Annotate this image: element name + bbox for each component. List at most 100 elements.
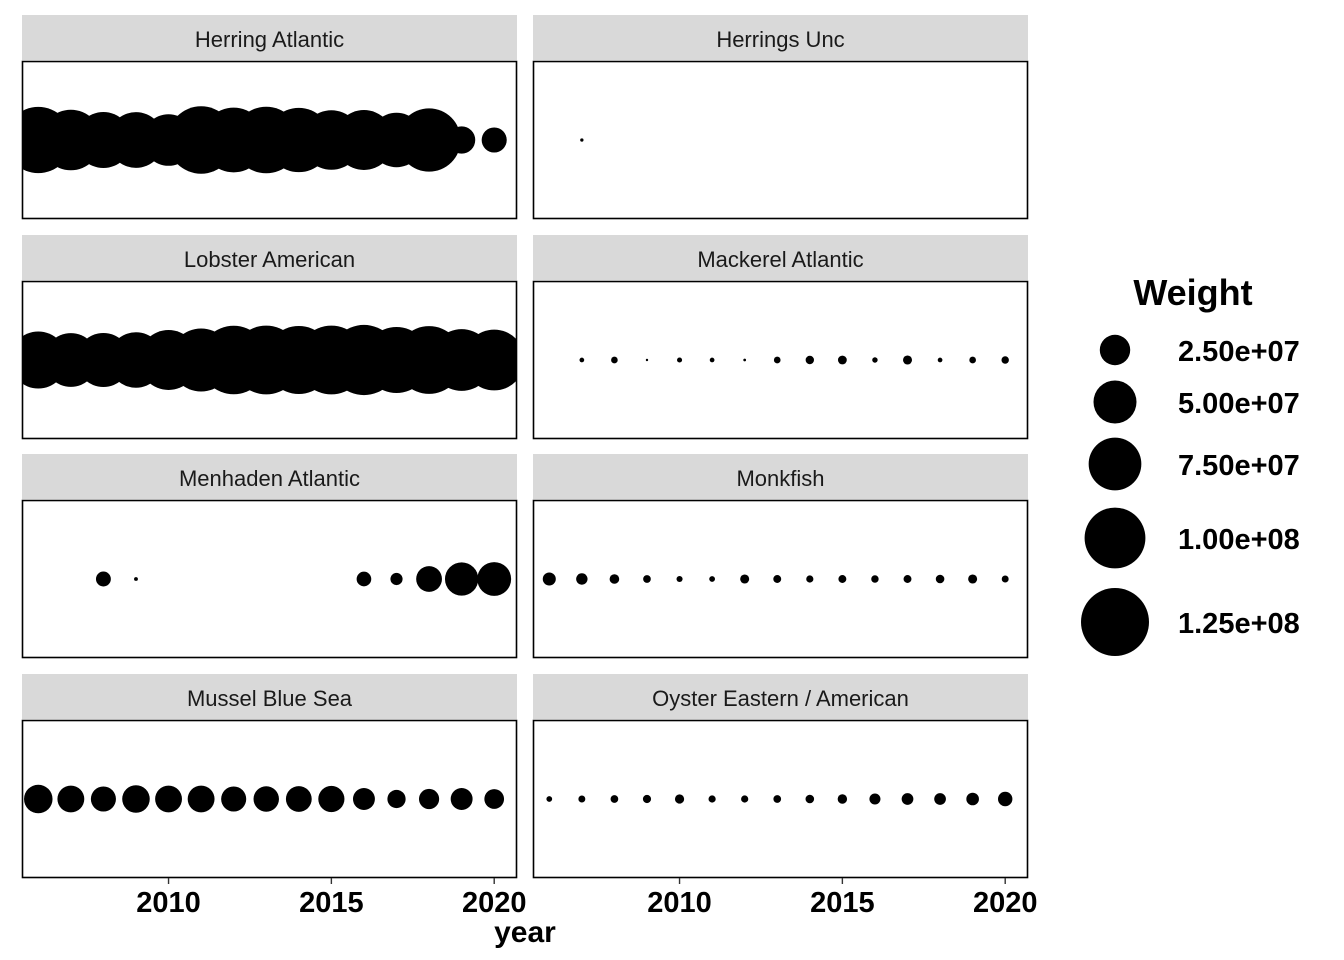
facet-strip bbox=[533, 235, 1028, 280]
data-point-2009 bbox=[642, 794, 652, 804]
facet-panel-oyster-eastern-american: Oyster Eastern / American bbox=[532, 674, 1029, 879]
panel-border bbox=[532, 60, 1029, 220]
facet-strip-label: Herring Atlantic bbox=[195, 27, 344, 52]
data-point-2019 bbox=[450, 788, 473, 810]
data-point-2016 bbox=[869, 793, 881, 805]
legend-key-circle bbox=[1099, 334, 1131, 366]
data-point-2018 bbox=[937, 357, 943, 363]
size-legend: Weight 2.50e+07 5.00e+07 7.50e+07 1.00e+08 1… bbox=[1081, 272, 1300, 656]
data-point-2009 bbox=[645, 358, 649, 362]
legend-label: 1.00e+08 bbox=[1178, 524, 1300, 556]
facet-strip-label: Oyster Eastern / American bbox=[652, 686, 909, 711]
facet-strip-label: Lobster American bbox=[184, 247, 355, 272]
facet-strip bbox=[533, 674, 1028, 719]
legend-item: 2.50e+07 bbox=[1099, 334, 1300, 368]
data-point-2013 bbox=[773, 795, 782, 803]
x-tick-label-2015: 2015 bbox=[299, 887, 364, 919]
facet-panel-mussel-blue-sea: Mussel Blue Sea bbox=[21, 674, 518, 879]
legend-item: 5.00e+07 bbox=[1093, 380, 1300, 424]
data-point-2010 bbox=[674, 794, 685, 804]
data-point-2018 bbox=[935, 574, 945, 584]
data-point-2018 bbox=[934, 793, 946, 805]
data-point-2013 bbox=[253, 786, 279, 812]
panel-border bbox=[21, 499, 518, 659]
x-axis: 2010 2015 2020 2010 2015 2020 bbox=[136, 878, 1037, 919]
data-point-2014 bbox=[285, 786, 312, 812]
legend-item: 1.25e+08 bbox=[1081, 588, 1300, 656]
legend-label: 2.50e+07 bbox=[1178, 336, 1300, 368]
data-point-2017 bbox=[903, 355, 913, 365]
data-points bbox=[579, 355, 1009, 365]
data-point-2014 bbox=[805, 794, 815, 804]
data-point-2017 bbox=[387, 789, 406, 809]
data-point-2018 bbox=[418, 788, 440, 810]
x-tick-label-2010: 2010 bbox=[136, 887, 201, 919]
data-point-2013 bbox=[773, 575, 782, 583]
data-point-2007 bbox=[576, 573, 588, 585]
data-point-2016 bbox=[356, 571, 372, 587]
data-point-2007 bbox=[579, 357, 585, 363]
data-point-2010 bbox=[676, 575, 683, 583]
data-point-2011 bbox=[187, 785, 215, 813]
data-points bbox=[580, 138, 584, 142]
data-point-2012 bbox=[740, 574, 750, 584]
data-point-2015 bbox=[318, 785, 345, 813]
data-point-2019 bbox=[969, 356, 976, 364]
data-points bbox=[546, 791, 1013, 807]
legend-key-circle bbox=[1088, 437, 1142, 491]
facet-strip bbox=[533, 454, 1028, 499]
data-points bbox=[542, 572, 1009, 586]
facet-strip-label: Mussel Blue Sea bbox=[187, 686, 353, 711]
facet-panel-herring-atlantic: Herring Atlantic bbox=[21, 15, 518, 220]
facet-panel-lobster-american: Lobster American bbox=[21, 235, 518, 440]
x-tick-label-2020: 2020 bbox=[973, 887, 1038, 919]
panel-border bbox=[21, 719, 518, 879]
facet-strip-label: Herrings Unc bbox=[716, 27, 844, 52]
facet-strip bbox=[22, 454, 517, 499]
legend-key-circle bbox=[1081, 588, 1149, 656]
facet-panel-herrings-unc: Herrings Unc bbox=[532, 15, 1029, 220]
data-point-2019 bbox=[966, 792, 979, 806]
data-point-2007 bbox=[57, 785, 85, 813]
x-tick-label-2010: 2010 bbox=[647, 887, 712, 919]
x-tick-label-2015: 2015 bbox=[810, 887, 875, 919]
data-point-2012 bbox=[743, 358, 747, 362]
data-point-2017 bbox=[903, 575, 912, 583]
x-axis-title: year bbox=[494, 916, 556, 949]
data-point-2020 bbox=[477, 562, 512, 596]
data-point-2008 bbox=[90, 786, 116, 812]
panel-border bbox=[532, 499, 1029, 659]
data-point-2011 bbox=[709, 357, 715, 363]
facet-panels: Herring Atlantic Herrings Unc Lobster Amer… bbox=[21, 15, 1029, 879]
legend-key-circle bbox=[1093, 380, 1137, 424]
data-point-2006 bbox=[546, 796, 553, 802]
data-point-2015 bbox=[837, 794, 848, 804]
data-point-2007 bbox=[578, 795, 586, 803]
facet-strip bbox=[22, 15, 517, 60]
data-point-2009 bbox=[643, 575, 651, 583]
legend-label: 5.00e+07 bbox=[1178, 388, 1300, 420]
facet-strip-label: Monkfish bbox=[736, 466, 824, 491]
legend-item: 7.50e+07 bbox=[1088, 437, 1300, 491]
data-point-2008 bbox=[611, 356, 618, 364]
data-point-2012 bbox=[741, 795, 749, 803]
data-point-2010 bbox=[155, 785, 182, 813]
data-point-2017 bbox=[901, 793, 914, 805]
data-point-2014 bbox=[805, 355, 814, 365]
facet-panel-monkfish: Monkfish bbox=[532, 454, 1029, 659]
legend-label: 1.25e+08 bbox=[1178, 608, 1300, 640]
data-point-2020 bbox=[484, 789, 505, 809]
data-point-2018 bbox=[416, 566, 442, 592]
data-point-2009 bbox=[122, 785, 150, 813]
data-point-2008 bbox=[610, 795, 619, 803]
data-point-2016 bbox=[871, 575, 879, 583]
data-point-2008 bbox=[609, 574, 620, 584]
panel-background bbox=[533, 61, 1028, 219]
data-point-2016 bbox=[872, 357, 878, 363]
data-point-2013 bbox=[773, 356, 781, 364]
legend-item: 1.00e+08 bbox=[1084, 507, 1300, 569]
data-point-2006 bbox=[542, 572, 556, 586]
data-point-2020 bbox=[481, 127, 507, 153]
data-point-2009 bbox=[134, 577, 138, 581]
data-point-2020 bbox=[463, 329, 517, 391]
